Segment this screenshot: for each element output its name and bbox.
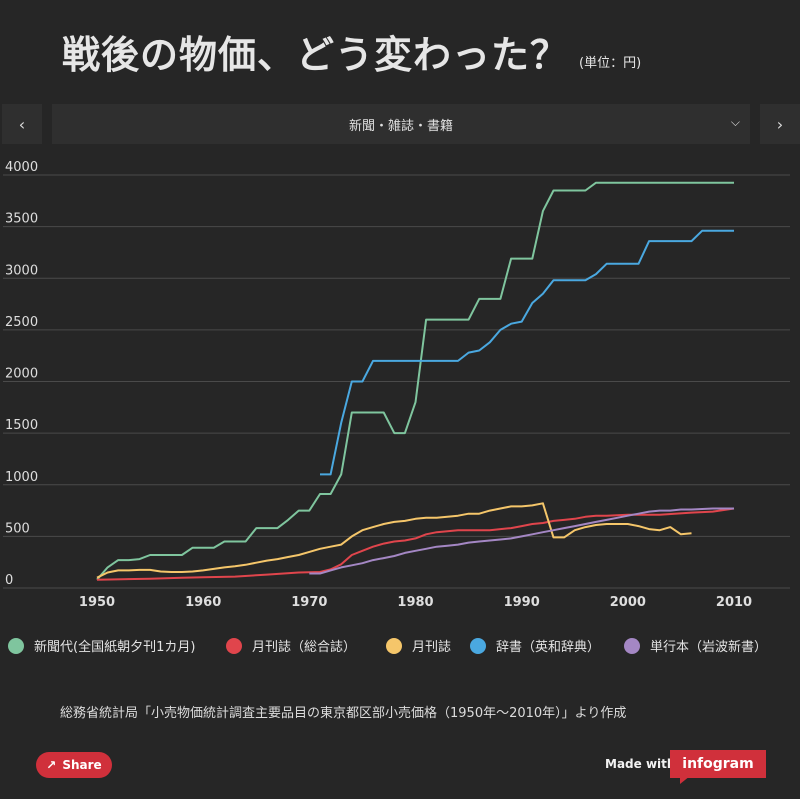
- legend-label: 辞書（英和辞典）: [496, 640, 601, 655]
- share-button[interactable]: ↗ Share: [36, 752, 112, 778]
- x-tick-label: 1970: [291, 595, 327, 610]
- x-axis: 1950 1960 1970 1980 1990 2000 2010: [79, 595, 752, 610]
- y-tick-label: 2500: [5, 315, 38, 330]
- x-tick-label: 2010: [716, 595, 752, 610]
- next-chart-button[interactable]: ›: [760, 104, 800, 144]
- legend-marker: [470, 637, 486, 654]
- unit-label: (単位：円): [579, 56, 642, 71]
- infogram-brand: infogram: [682, 756, 754, 772]
- x-tick-label: 1950: [79, 595, 115, 610]
- legend-marker: [8, 637, 24, 654]
- x-tick-label: 1990: [504, 595, 540, 610]
- infogram-logo[interactable]: infogram: [670, 750, 766, 778]
- legend-marker: [386, 637, 402, 654]
- y-tick-label: 3000: [5, 263, 38, 278]
- legend-marker: [624, 637, 640, 654]
- legend-item-monthly[interactable]: 月刊誌: [386, 636, 451, 655]
- chart-grid: [3, 174, 790, 589]
- series-line: [96, 181, 734, 581]
- logo-tail: [680, 776, 690, 784]
- series-line: [320, 229, 734, 476]
- series-line: [96, 502, 692, 579]
- legend-label: 単行本（岩波新書）: [650, 640, 768, 655]
- legend-item-newspaper[interactable]: 新聞代(全国紙朝夕刊1カ月): [8, 636, 195, 655]
- line-chart: 0 500 1000 1500 2000 2500 3000 3500 4000 1950 196…: [3, 160, 790, 610]
- y-tick-label: 500: [5, 521, 30, 536]
- y-tick-label: 1500: [5, 418, 38, 433]
- y-tick-label: 1000: [5, 470, 38, 485]
- series-line: [96, 507, 735, 581]
- legend-label: 月刊誌: [412, 640, 452, 655]
- chevron-right-icon: ›: [776, 114, 784, 134]
- x-tick-label: 1960: [185, 595, 221, 610]
- y-tick-label: 4000: [5, 160, 38, 175]
- chevron-down-icon: ⌵: [730, 115, 740, 129]
- legend-label: 新聞代(全国紙朝夕刊1カ月): [34, 640, 196, 655]
- x-tick-label: 1980: [397, 595, 433, 610]
- previous-chart-button[interactable]: ‹: [2, 104, 42, 144]
- series-line: [309, 507, 734, 575]
- title-row: 戦後の物価、どう変わった？ (単位：円): [62, 24, 641, 79]
- source-note: 総務省統計局「小売物価統計調査主要品目の東京都区部小売価格（1950年〜2010…: [60, 706, 627, 721]
- share-label: Share: [62, 758, 102, 772]
- legend-item-book[interactable]: 単行本（岩波新書）: [624, 636, 767, 655]
- y-tick-label: 3500: [5, 212, 38, 227]
- y-axis: 0 500 1000 1500 2000 2500 3000 3500 4000: [5, 160, 38, 588]
- x-tick-label: 2000: [610, 595, 646, 610]
- legend-label: 月刊誌（総合誌）: [252, 640, 357, 655]
- chart-selector-dropdown[interactable]: 新聞・雑誌・書籍 ⌵: [52, 104, 750, 144]
- chart-lines: [96, 181, 735, 581]
- y-tick-label: 0: [5, 573, 13, 588]
- legend-marker: [226, 637, 242, 654]
- made-with-label: Made with: [605, 757, 676, 771]
- chart-selector-bar: ‹ 新聞・雑誌・書籍 ⌵ ›: [0, 104, 800, 144]
- legend-item-dictionary[interactable]: 辞書（英和辞典）: [470, 636, 600, 655]
- share-icon: ↗: [46, 758, 57, 772]
- chart-legend: 新聞代(全国紙朝夕刊1カ月) 月刊誌（総合誌） 月刊誌 辞書（英和辞典） 単行本…: [0, 636, 800, 658]
- page-title: 戦後の物価、どう変わった？: [62, 33, 570, 77]
- chevron-left-icon: ‹: [18, 114, 26, 134]
- legend-item-monthly-general[interactable]: 月刊誌（総合誌）: [226, 636, 356, 655]
- chart-selector-label: 新聞・雑誌・書籍: [348, 118, 453, 134]
- y-tick-label: 2000: [5, 367, 38, 382]
